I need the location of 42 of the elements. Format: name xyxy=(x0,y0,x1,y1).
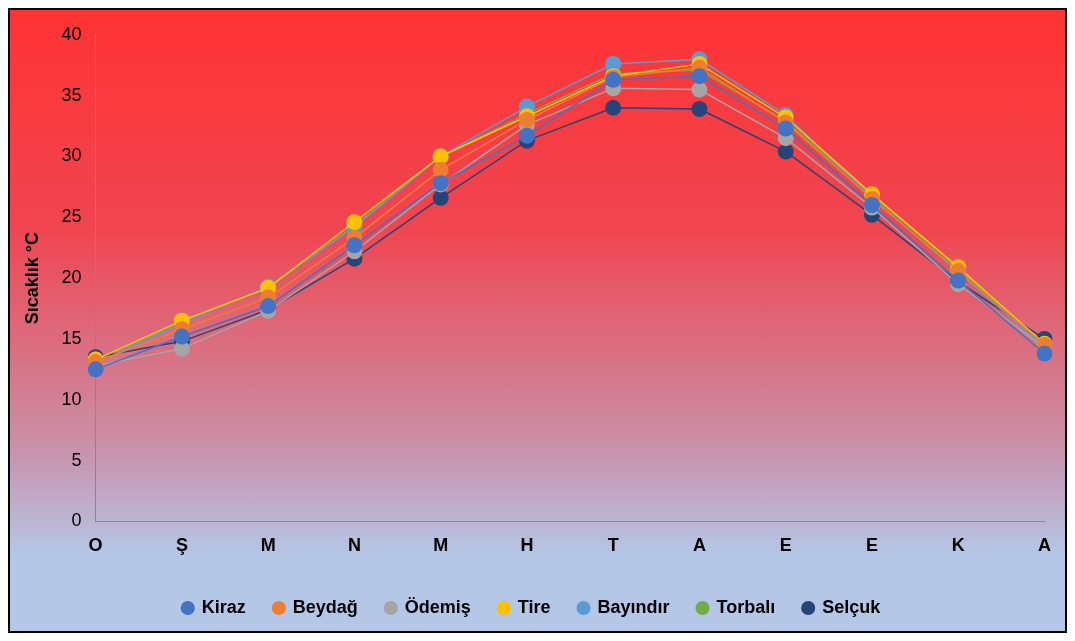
x-tick-label: M xyxy=(433,535,449,556)
point xyxy=(691,68,708,85)
point xyxy=(777,120,794,137)
point xyxy=(432,189,449,206)
point xyxy=(691,81,708,98)
x-tick-label: T xyxy=(607,535,619,556)
legend-label: Bayındır xyxy=(597,596,670,617)
point xyxy=(1036,345,1053,362)
point xyxy=(346,237,363,254)
y-tick-label: 10 xyxy=(61,388,82,409)
y-tick-label: 0 xyxy=(71,510,82,531)
y-axis-title: Sıcaklık °C xyxy=(21,231,42,325)
point xyxy=(518,127,535,144)
legend-label: Selçuk xyxy=(822,596,882,617)
y-tick-label: 35 xyxy=(61,84,82,105)
point xyxy=(432,161,449,178)
point xyxy=(691,101,708,118)
x-tick-label: N xyxy=(347,535,361,556)
legend-label: Ödemiş xyxy=(404,596,471,617)
legend-label: Tire xyxy=(517,596,551,617)
x-tick-label: E xyxy=(779,535,792,556)
x-tick-label: E xyxy=(865,535,878,556)
x-tick-label: A xyxy=(692,535,706,556)
point xyxy=(605,99,622,116)
x-tick-label: K xyxy=(951,535,965,556)
y-tick-label: 40 xyxy=(61,23,82,44)
legend-label: Kiraz xyxy=(201,596,246,617)
legend-label: Torbalı xyxy=(716,596,776,617)
y-tick-label: 15 xyxy=(61,327,82,348)
y-tick-label: 20 xyxy=(61,267,82,288)
point xyxy=(173,328,190,345)
x-tick-label: H xyxy=(520,535,534,556)
x-tick-label: Ş xyxy=(175,535,188,556)
point xyxy=(87,361,104,378)
y-tick-label: 25 xyxy=(61,206,82,227)
y-tick-label: 5 xyxy=(71,449,82,470)
y-tick-label: 30 xyxy=(61,145,82,166)
point xyxy=(777,143,794,160)
legend-label: Beydağ xyxy=(292,596,358,617)
x-tick-label: M xyxy=(260,535,276,556)
x-tick-label: O xyxy=(88,535,103,556)
x-tick-label: A xyxy=(1038,535,1051,556)
